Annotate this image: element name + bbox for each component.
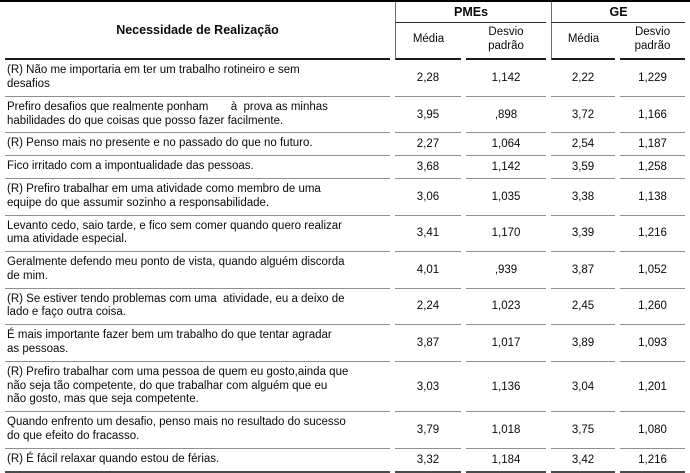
- table-header: Necessidade de Realização PMEs GE Média …: [5, 2, 686, 61]
- ge-media-value: 3,42: [551, 449, 616, 473]
- pmes-desvio-value: ,898: [466, 97, 547, 134]
- ge-desvio-value: 1,166: [620, 97, 686, 134]
- table-body: (R) Não me importaria em ter um trabalho…: [5, 60, 686, 473]
- ge-media-value: 3,75: [551, 412, 616, 449]
- table-row: Geralmente defendo meu ponto de vista, q…: [5, 252, 686, 289]
- ge-media-value: 3,38: [551, 179, 616, 216]
- item-statement: (R) Se estiver tendo problemas com uma a…: [5, 289, 390, 326]
- group-header-ge: GE: [551, 2, 686, 23]
- pmes-desvio-value: 1,064: [466, 133, 547, 157]
- pmes-desvio-value: 1,035: [466, 179, 547, 216]
- item-statement: (R) Prefiro trabalhar em uma atividade c…: [5, 179, 390, 216]
- ge-media-value: 2,54: [551, 133, 616, 157]
- table-row: Prefiro desafios que realmente ponham à …: [5, 97, 686, 134]
- pmes-desvio-value: ,939: [466, 252, 547, 289]
- ge-desvio-value: 1,216: [620, 216, 686, 253]
- group-header-pmes: PMEs: [395, 2, 547, 23]
- ge-media-value: 2,22: [551, 60, 616, 97]
- item-statement: Prefiro desafios que realmente ponham à …: [5, 97, 390, 134]
- table-row: Quando enfrento um desafio, penso mais n…: [5, 412, 686, 449]
- table-row: É mais importante fazer bem um trabalho …: [5, 325, 686, 362]
- item-statement: (R) Prefiro trabalhar com uma pessoa de …: [5, 362, 390, 413]
- ge-desvio-value: 1,260: [620, 289, 686, 326]
- ge-media-value: 3,04: [551, 362, 616, 413]
- ge-desvio-value: 1,052: [620, 252, 686, 289]
- ge-media-value: 3,59: [551, 156, 616, 179]
- table-row: (R) Penso mais no presente e no passado …: [5, 133, 686, 157]
- table-row: (R) É fácil relaxar quando estou de féri…: [5, 449, 686, 473]
- stub-column-header: Necessidade de Realização: [5, 2, 390, 61]
- table-row: (R) Prefiro trabalhar com uma pessoa de …: [5, 362, 686, 413]
- ge-desvio-value: 1,229: [620, 60, 686, 97]
- column-header-pmes-media: Média: [395, 23, 461, 61]
- table-row: (R) Prefiro trabalhar em uma atividade c…: [5, 179, 686, 216]
- pmes-media-value: 3,32: [395, 449, 461, 473]
- group-header-row: Necessidade de Realização PMEs GE: [5, 2, 686, 61]
- item-statement: Levanto cedo, saio tarde, e fico sem com…: [5, 216, 390, 253]
- ge-desvio-value: 1,187: [620, 133, 686, 157]
- pmes-desvio-value: 1,142: [466, 156, 547, 179]
- ge-desvio-value: 1,093: [620, 325, 686, 362]
- item-statement: (R) É fácil relaxar quando estou de féri…: [5, 449, 390, 473]
- item-statement: (R) Não me importaria em ter um trabalho…: [5, 60, 390, 97]
- table-row: Fico irritado com a impontualidade das p…: [5, 156, 686, 179]
- ge-desvio-value: 1,080: [620, 412, 686, 449]
- column-header-pmes-desvio-padrao: Desvio padrão: [466, 23, 547, 61]
- item-statement: Fico irritado com a impontualidade das p…: [5, 156, 390, 179]
- column-header-ge-media: Média: [551, 23, 616, 61]
- item-statement: (R) Penso mais no presente e no passado …: [5, 133, 390, 157]
- pmes-media-value: 3,06: [395, 179, 461, 216]
- pmes-media-value: 3,79: [395, 412, 461, 449]
- pmes-desvio-value: 1,023: [466, 289, 547, 326]
- pmes-media-value: 3,95: [395, 97, 461, 134]
- table-row: (R) Não me importaria em ter um trabalho…: [5, 60, 686, 97]
- table-row: (R) Se estiver tendo problemas com uma a…: [5, 289, 686, 326]
- ge-desvio-value: 1,258: [620, 156, 686, 179]
- pmes-desvio-value: 1,136: [466, 362, 547, 413]
- ge-media-value: 3,39: [551, 216, 616, 253]
- pmes-media-value: 3,41: [395, 216, 461, 253]
- ge-media-value: 2,45: [551, 289, 616, 326]
- ge-media-value: 3,72: [551, 97, 616, 134]
- pmes-desvio-value: 1,170: [466, 216, 547, 253]
- ge-desvio-value: 1,201: [620, 362, 686, 413]
- item-statement: É mais importante fazer bem um trabalho …: [5, 325, 390, 362]
- column-header-ge-desvio-padrao: Desvio padrão: [620, 23, 686, 61]
- table-row: Levanto cedo, saio tarde, e fico sem com…: [5, 216, 686, 253]
- subheader-row: Média Desvio padrão Média Desvio padrão: [5, 23, 686, 61]
- ge-media-value: 3,89: [551, 325, 616, 362]
- ge-desvio-value: 1,216: [620, 449, 686, 473]
- pmes-desvio-value: 1,142: [466, 60, 547, 97]
- item-statement: Geralmente defendo meu ponto de vista, q…: [5, 252, 390, 289]
- ge-desvio-value: 1,138: [620, 179, 686, 216]
- pmes-desvio-value: 1,184: [466, 449, 547, 473]
- ge-media-value: 3,87: [551, 252, 616, 289]
- pmes-media-value: 4,01: [395, 252, 461, 289]
- pmes-media-value: 3,03: [395, 362, 461, 413]
- pmes-media-value: 2,24: [395, 289, 461, 326]
- pmes-media-value: 3,68: [395, 156, 461, 179]
- pmes-desvio-value: 1,017: [466, 325, 547, 362]
- pmes-desvio-value: 1,018: [466, 412, 547, 449]
- item-statement: Quando enfrento um desafio, penso mais n…: [5, 412, 390, 449]
- pmes-media-value: 2,28: [395, 60, 461, 97]
- pmes-media-value: 2,27: [395, 133, 461, 157]
- pmes-media-value: 3,87: [395, 325, 461, 362]
